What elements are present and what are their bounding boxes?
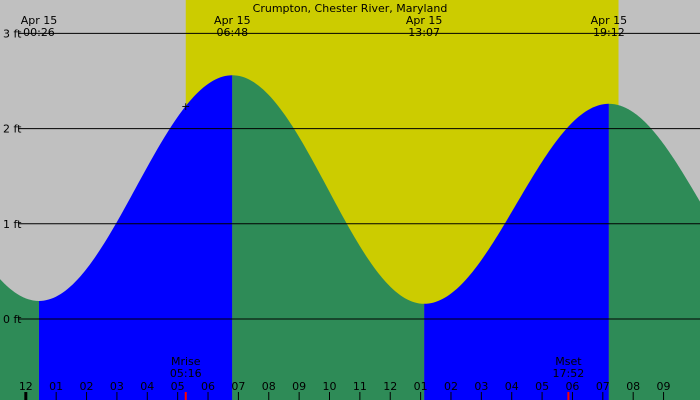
x-axis-label: 04 — [505, 380, 519, 393]
x-axis-label: 01 — [414, 380, 428, 393]
x-axis-label: 05 — [171, 380, 185, 393]
x-axis-label: 12 — [383, 380, 397, 393]
moon-event-time: 17:52 — [553, 367, 585, 380]
rising-tide-area — [424, 103, 609, 400]
x-axis-label: 01 — [49, 380, 63, 393]
x-axis-label: 06 — [201, 380, 215, 393]
tide-date-label: Apr 15 — [406, 14, 443, 27]
x-axis-label: 11 — [353, 380, 367, 393]
tide-date-label: Apr 15 — [21, 14, 58, 27]
x-axis-label: 07 — [596, 380, 610, 393]
x-axis-label: 07 — [231, 380, 245, 393]
tide-time-label: 19:12 — [593, 26, 625, 39]
falling-tide-area — [0, 279, 39, 400]
x-axis-label: 02 — [80, 380, 94, 393]
midnight-marker — [24, 392, 28, 400]
x-axis-label: 05 — [535, 380, 549, 393]
x-axis-label: 12 — [19, 380, 33, 393]
y-axis-label: 1 ft — [3, 218, 22, 231]
tide-date-label: Apr 15 — [214, 14, 251, 27]
moon-event-label: Mset — [555, 355, 582, 368]
tide-time-label: 00:26 — [23, 26, 55, 39]
tide-time-label: 13:07 — [408, 26, 440, 39]
chart-title: Crumpton, Chester River, Maryland — [253, 2, 448, 15]
x-axis-label: 06 — [565, 380, 579, 393]
falling-tide-area — [608, 103, 700, 400]
moon-event-time: 05:16 — [170, 367, 202, 380]
moonrise-marker: + — [181, 100, 190, 113]
x-axis-label: 08 — [626, 380, 640, 393]
x-axis-label: 10 — [323, 380, 337, 393]
tide-date-label: Apr 15 — [591, 14, 628, 27]
tide-time-label: 06:48 — [216, 26, 248, 39]
x-axis-label: 03 — [110, 380, 124, 393]
x-axis-label: 03 — [474, 380, 488, 393]
x-axis-label: 04 — [140, 380, 154, 393]
x-axis-label: 02 — [444, 380, 458, 393]
y-axis-label: 0 ft — [3, 313, 22, 326]
x-axis-label: 08 — [262, 380, 276, 393]
x-axis-label: 09 — [657, 380, 671, 393]
x-axis-label: 09 — [292, 380, 306, 393]
y-axis-label: 3 ft — [3, 27, 22, 40]
moon-event-label: Mrise — [171, 355, 201, 368]
y-axis-label: 2 ft — [3, 123, 22, 136]
